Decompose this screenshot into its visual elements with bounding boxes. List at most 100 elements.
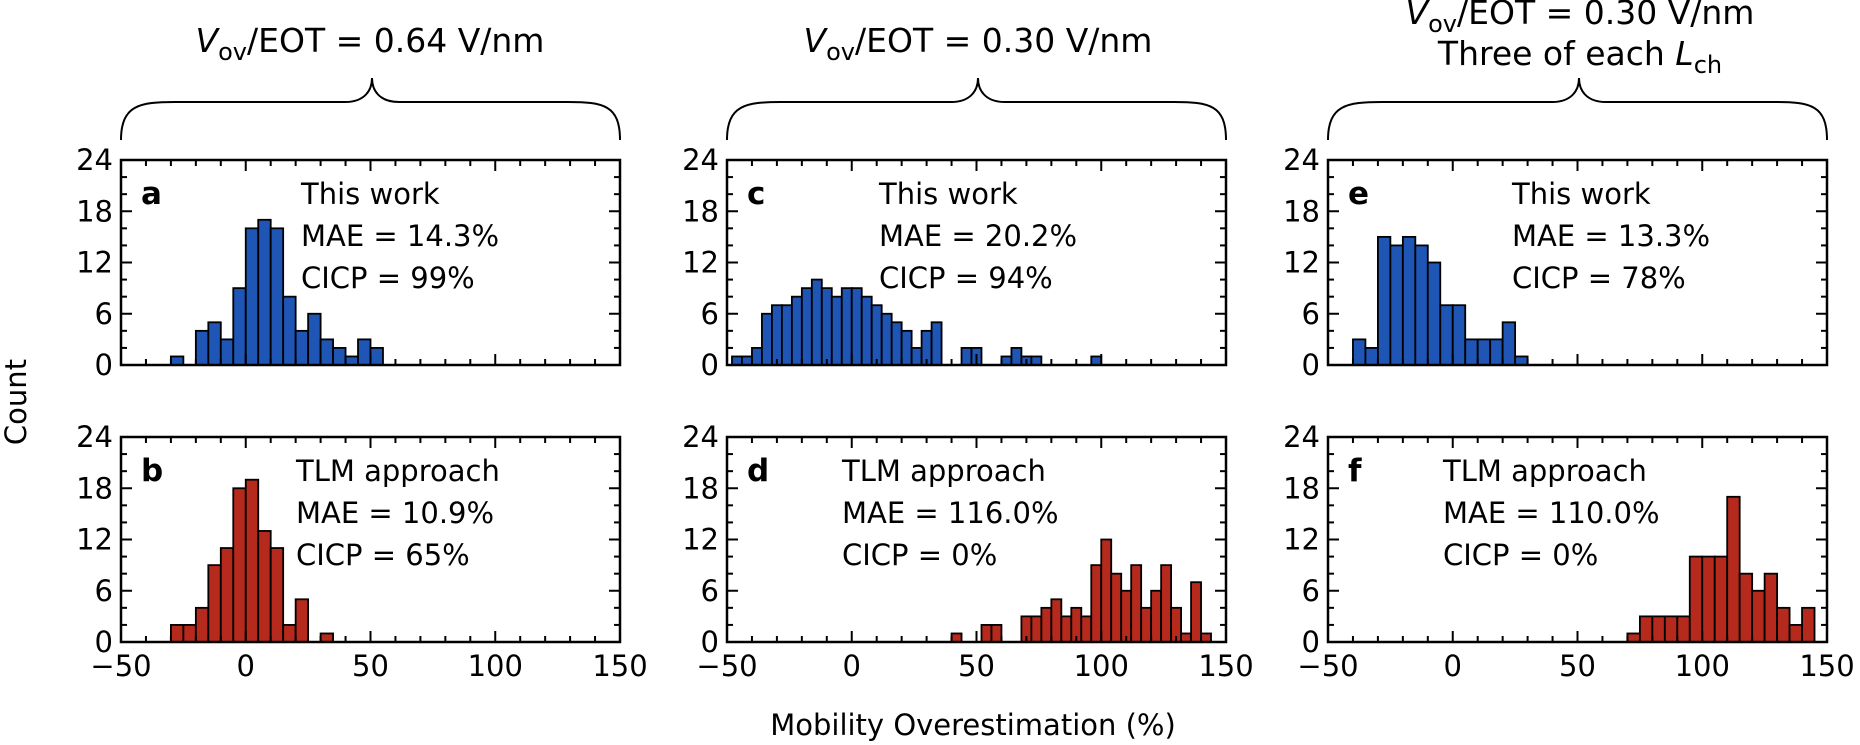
bar-d-14	[1130, 564, 1143, 643]
annotation-f-2: CICP = 0%	[1443, 538, 1598, 572]
annotation-b-1: MAE = 10.9%	[296, 496, 494, 530]
panel-letter-e: e	[1348, 176, 1369, 212]
bar-a-9	[294, 329, 310, 366]
bar-d-6	[1050, 598, 1063, 643]
bar-b-9	[282, 624, 297, 643]
bar-e-10	[1476, 338, 1492, 366]
annotation-c-2: CICP = 94%	[879, 261, 1053, 295]
xtick-label-d: 150	[1198, 649, 1253, 683]
bar-b-2	[194, 606, 210, 643]
xtick-label-b: 0	[237, 649, 255, 683]
xtick-label-d: −50	[696, 649, 757, 683]
bar-f-9	[1738, 572, 1754, 643]
bar-e-2	[1377, 235, 1392, 366]
bar-e-6	[1426, 261, 1442, 366]
bar-f-5	[1688, 555, 1704, 643]
bar-d-10	[1090, 564, 1103, 643]
ytick-label-a: 24	[76, 143, 113, 177]
bar-a-1	[194, 329, 210, 366]
bar-d-12	[1110, 572, 1123, 643]
panel-letter-b: b	[141, 453, 163, 489]
bar-d-0	[950, 632, 963, 643]
annotation-d-2: CICP = 0%	[842, 538, 997, 572]
ytick-label-b: 18	[76, 471, 113, 505]
ytick-label-d: 12	[682, 523, 719, 557]
bar-f-1	[1638, 615, 1654, 643]
bar-d-2	[990, 624, 1003, 643]
annotation-e-1: MAE = 13.3%	[1512, 219, 1710, 253]
bar-a-13	[344, 355, 359, 366]
bar-d-11	[1100, 538, 1113, 643]
header-col2-line1: Vov/EOT = 0.30 V/nm	[804, 21, 1153, 66]
bar-c-21	[960, 347, 973, 366]
bar-a-11	[319, 338, 334, 366]
annotation-a-2: CICP = 99%	[301, 261, 475, 295]
bar-b-3	[207, 564, 222, 643]
bar-b-0	[170, 624, 185, 643]
bar-b-5	[232, 487, 247, 643]
bar-f-8	[1726, 495, 1741, 643]
ytick-label-e: 24	[1283, 143, 1320, 177]
ytick-label-d: 24	[682, 420, 719, 454]
bar-d-9	[1080, 615, 1093, 643]
bar-b-1	[182, 624, 197, 643]
bar-e-9	[1464, 338, 1479, 366]
annotation-c-1: MAE = 20.2%	[879, 219, 1077, 253]
bar-c-26	[1030, 355, 1043, 366]
xtick-label-b: −50	[90, 649, 151, 683]
ytick-label-b: 24	[76, 420, 113, 454]
bar-c-17	[900, 329, 913, 366]
bar-e-13	[1514, 355, 1529, 366]
bar-c-20	[930, 321, 943, 366]
ytick-label-b: 6	[95, 574, 113, 608]
bar-e-4	[1401, 235, 1417, 366]
annotation-d-0: TLM approach	[841, 454, 1046, 488]
x-axis-title: Mobility Overestimation (%)	[770, 708, 1176, 742]
bar-d-21	[1200, 632, 1212, 643]
xtick-label-f: 100	[1675, 649, 1730, 683]
bar-f-6	[1701, 555, 1716, 643]
bar-c-2	[751, 347, 763, 366]
ytick-label-a: 18	[76, 194, 113, 228]
bar-c-23	[1000, 355, 1013, 366]
annotation-c-0: This work	[878, 177, 1018, 211]
annotation-e-2: CICP = 78%	[1512, 261, 1686, 295]
bar-c-3	[761, 312, 773, 366]
bar-a-7	[269, 227, 285, 366]
annotation-b-0: TLM approach	[295, 454, 500, 488]
ytick-label-c: 24	[682, 143, 719, 177]
bar-d-20	[1190, 581, 1202, 643]
bar-a-3	[219, 338, 235, 366]
xtick-label-f: −50	[1297, 649, 1358, 683]
ytick-label-e: 6	[1302, 297, 1320, 331]
bar-c-7	[800, 287, 813, 366]
bar-c-13	[860, 295, 873, 366]
bar-d-4	[1030, 615, 1043, 643]
xtick-label-d: 0	[843, 649, 861, 683]
xtick-label-b: 50	[352, 649, 389, 683]
bar-a-2	[207, 321, 222, 366]
bar-d-13	[1120, 589, 1133, 643]
bar-c-14	[870, 304, 883, 366]
bar-f-2	[1651, 615, 1666, 643]
bar-c-5	[780, 304, 793, 366]
bar-a-15	[369, 347, 384, 366]
ytick-label-a: 6	[95, 297, 113, 331]
bar-c-12	[850, 287, 863, 366]
bar-f-0	[1626, 632, 1641, 643]
bar-c-8	[810, 278, 823, 366]
bar-b-10	[294, 598, 310, 643]
annotation-d-1: MAE = 116.0%	[842, 496, 1059, 530]
bar-d-15	[1140, 606, 1153, 643]
bar-b-7	[257, 530, 272, 643]
brace-col1	[120, 77, 621, 141]
bar-a-14	[357, 338, 372, 366]
bar-e-8	[1451, 304, 1467, 366]
bar-a-12	[332, 347, 347, 366]
ytick-label-d: 18	[682, 471, 719, 505]
xtick-label-f: 150	[1799, 649, 1854, 683]
bar-e-0	[1352, 338, 1367, 366]
